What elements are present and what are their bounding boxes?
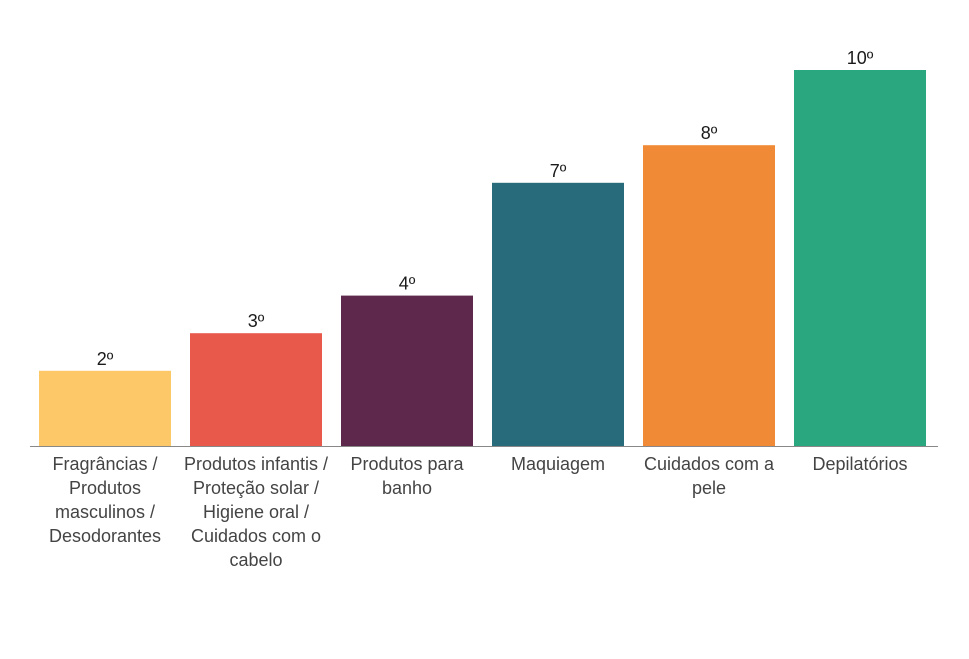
bar-5 — [643, 145, 775, 446]
bar-1 — [39, 370, 171, 446]
bars-group — [39, 70, 926, 447]
bar-value-label: 8º — [701, 123, 718, 143]
bar-6 — [794, 70, 926, 446]
bar-value-label: 4º — [399, 274, 416, 294]
value-labels-group: 2º 3º 4º 7º 8º 10º — [97, 48, 874, 369]
category-label: Fragrâncias / Produtos masculinos / Deso… — [48, 454, 162, 546]
bar-4 — [492, 182, 624, 447]
category-label: Cuidados com a pele — [643, 454, 775, 498]
bar-2 — [190, 333, 322, 446]
category-label: Produtos para banho — [350, 454, 464, 498]
bar-value-label: 2º — [97, 349, 114, 369]
bar-value-label: 3º — [248, 311, 265, 331]
category-label: Depilatórios — [812, 454, 908, 474]
category-label: Maquiagem — [510, 454, 606, 474]
bar-value-label: 7º — [550, 161, 567, 181]
category-label: Produtos infantis / Proteção solar / Hig… — [183, 454, 329, 570]
bar-3 — [341, 295, 473, 446]
bar-value-label: 10º — [847, 48, 874, 68]
